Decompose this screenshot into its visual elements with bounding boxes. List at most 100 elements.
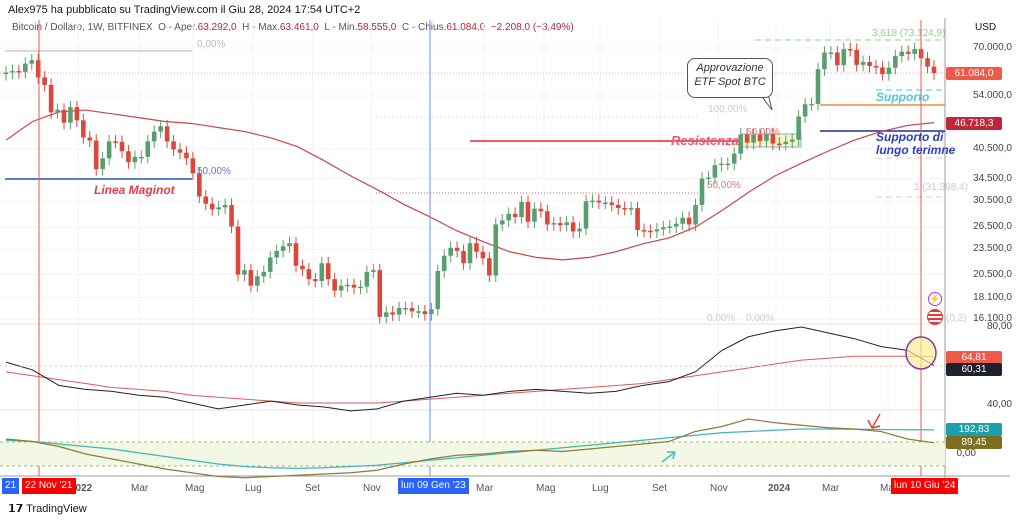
candle-body: [893, 56, 898, 68]
candle-body: [81, 120, 86, 138]
time-cursor-start: 21: [2, 478, 20, 494]
candle-body: [699, 178, 705, 205]
candle-body: [538, 208, 544, 212]
candle-body: [454, 247, 460, 251]
candle-body: [545, 211, 550, 225]
candle-body: [867, 61, 872, 66]
price-axis-label: 16.100,0: [973, 313, 1012, 325]
candle-body: [777, 143, 782, 146]
lightning-event-icon[interactable]: ⚡: [928, 292, 942, 306]
time-axis-label: Set: [652, 483, 668, 494]
candle-body: [358, 286, 363, 289]
price-axis-label: 20.500,0: [973, 268, 1012, 280]
maginot-label: Linea Maginot: [94, 183, 175, 197]
candle-body: [880, 67, 885, 74]
candle-body: [87, 137, 93, 141]
candle-body: [267, 257, 273, 272]
price-axis-label: 26.500,0: [973, 221, 1012, 233]
candle-body: [364, 271, 370, 287]
time-axis-label: Lug: [245, 483, 262, 494]
candle-body: [899, 51, 905, 57]
candle-body: [686, 217, 692, 225]
candle-body: [216, 207, 221, 210]
etf-callout: Approvazione ETF Spot BTC: [687, 58, 773, 98]
candle-body: [23, 63, 28, 72]
candle-body: [403, 308, 408, 310]
candle-body: [731, 153, 737, 164]
candle-body: [126, 151, 131, 163]
time-axis-label: Mar: [476, 483, 494, 494]
candle-body: [512, 213, 518, 218]
time-axis-label: Mag: [536, 483, 556, 494]
highlight-circle: [905, 336, 937, 370]
fib-label: 0,00%: [707, 313, 736, 324]
candle-body: [203, 196, 209, 204]
candle-body: [570, 222, 576, 232]
candle-body: [293, 243, 299, 266]
time-axis-label: 2022: [70, 483, 93, 494]
fib-ext-label: 1 (31.398,4): [914, 182, 968, 193]
candle-body: [229, 204, 234, 227]
candle-body: [435, 271, 441, 310]
candle-body: [422, 311, 428, 315]
candle-body: [319, 263, 325, 281]
candle-body: [3, 72, 9, 74]
candle-body: [615, 204, 621, 209]
candle-body: [145, 141, 151, 157]
open-value: 63.292,0: [197, 22, 237, 33]
candle-body: [802, 104, 808, 117]
fib-label: 0,00%: [746, 313, 775, 324]
candle-body: [815, 69, 821, 104]
ma-price-badge: 46.718,3: [946, 117, 1002, 130]
time-cursor-jun24: lun 10 Giu '24: [891, 478, 959, 494]
symbol-title[interactable]: Bitcoin / Dollaro, 1W, BITFINEX: [12, 22, 153, 33]
candle-body: [338, 285, 344, 291]
price-axis-label: 40.500,0: [973, 142, 1012, 154]
pane1-line-badge: 60,31: [946, 363, 1002, 376]
candle-body: [325, 263, 331, 280]
us-flag-event-icon[interactable]: [927, 309, 943, 325]
candle-body: [409, 308, 415, 312]
candle-body: [209, 203, 215, 210]
candle-body: [416, 311, 421, 313]
candle-body: [61, 109, 67, 123]
candle-body: [274, 250, 279, 258]
oscillator1-ma-line: [5, 355, 935, 404]
candle-body: [74, 107, 80, 121]
callout-pointer: [759, 93, 773, 111]
candle-body: [235, 226, 241, 275]
candle-body: [789, 139, 795, 142]
fib-label: 50,00%: [746, 127, 780, 138]
candle-body: [255, 276, 260, 286]
candle-body: [577, 228, 582, 232]
price-axis-label: 54.000,0: [973, 89, 1012, 101]
candle-body: [93, 140, 99, 170]
candle-body: [854, 49, 859, 65]
candle-body: [738, 134, 743, 154]
fib-label: 50,00%: [707, 180, 741, 191]
candle-body: [68, 107, 73, 123]
candle-body: [847, 49, 853, 51]
candle-body: [332, 279, 337, 291]
pane1-axis-label: 40,00: [986, 399, 1012, 410]
fib-label: (0,2): [946, 313, 967, 324]
price-axis-label: 34.500,0: [973, 172, 1012, 184]
candle-body: [35, 60, 41, 78]
ohlc-legend: Bitcoin / Dollaro, 1W, BITFINEX O - Aper…: [12, 22, 574, 33]
low-label: L - Min.: [324, 22, 358, 33]
candle-body: [345, 284, 350, 287]
open-label: O - Aper.: [158, 22, 198, 33]
last-price-badge: 61.084,0: [946, 67, 1002, 80]
candle-body: [29, 60, 35, 64]
candle-body: [583, 201, 589, 229]
price-axis-label: 70.000,0: [973, 42, 1012, 53]
candle-body: [313, 279, 318, 281]
time-axis-label: Nov: [710, 483, 728, 494]
candle-body: [396, 308, 402, 315]
teal-arrow-icon: [661, 451, 676, 463]
candle-body: [751, 134, 756, 143]
candle-body: [841, 49, 847, 66]
time-axis-label: Mar: [822, 483, 840, 494]
tradingview-logo[interactable]: 𝟭𝟳 TradingView: [8, 503, 87, 515]
